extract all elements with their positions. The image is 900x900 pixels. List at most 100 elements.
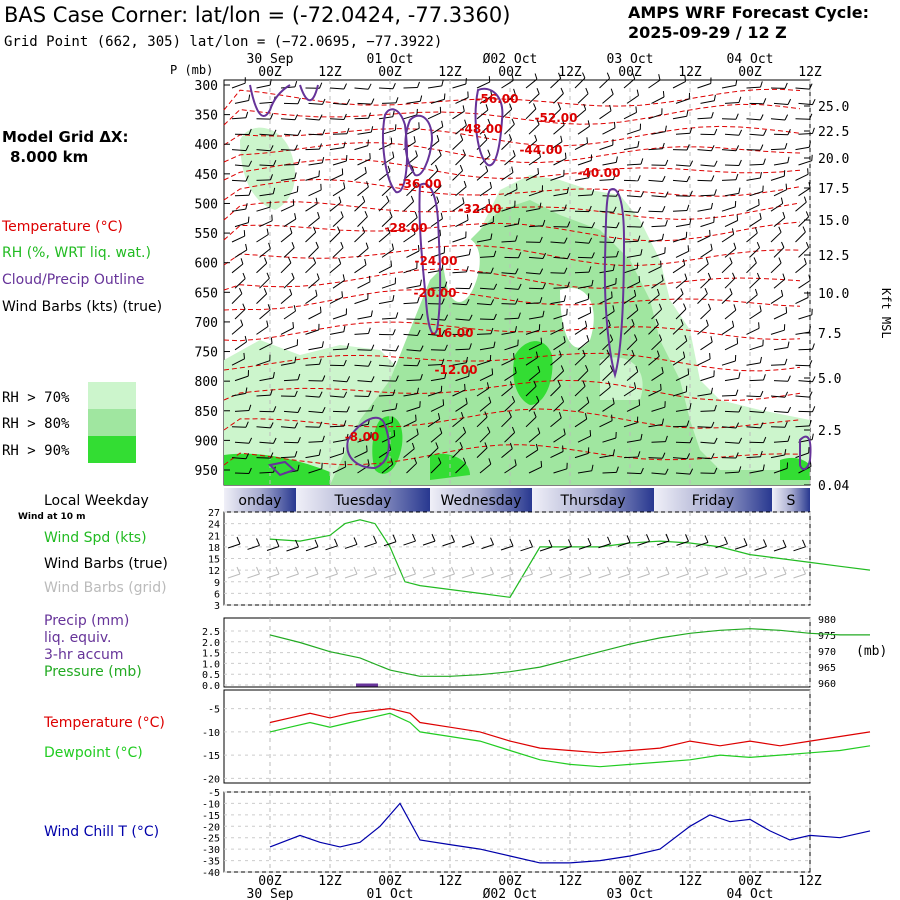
wind-barb (357, 431, 372, 443)
wind-barb-staff (406, 127, 420, 135)
wind-barb-flag (318, 449, 321, 456)
wind-barb-staff (427, 170, 439, 181)
wind-barb-staff (602, 161, 617, 166)
wind-barb-staff (749, 310, 762, 320)
wind-barb-staff (452, 333, 467, 336)
wind-barb (227, 543, 241, 549)
legend-wind: Wind Barbs (kts) (true) (2, 299, 162, 315)
wind-barb (574, 205, 592, 213)
wind-barb-staff (280, 232, 293, 243)
bottom-date-label: 01 Oct (367, 887, 414, 900)
wind-barb-staff (672, 81, 686, 89)
kft-tick-label: 20.0 (818, 152, 849, 167)
wind-barb-flag (247, 216, 250, 223)
wind-barb-staff (773, 189, 787, 197)
panel-right-tick: 970 (818, 647, 836, 658)
wind-barb-flag (808, 326, 811, 333)
wind-barb-flag (367, 139, 369, 146)
wind-barb-staff (430, 286, 446, 289)
kft-tick-label: 0.04 (818, 479, 849, 494)
temperature-label: -24.00 (415, 254, 458, 268)
wind-barb (329, 447, 345, 459)
wind-barb (280, 322, 294, 335)
wind-barb (479, 149, 491, 166)
bottom-date-label: 03 Oct (607, 887, 654, 900)
wind-barb-flag (319, 358, 322, 365)
wind-barb (283, 373, 301, 382)
wind-barb-staff (231, 324, 244, 335)
wind-barb (656, 540, 670, 546)
wind-barb (795, 226, 806, 243)
wind-barb-staff (648, 457, 663, 459)
wind-barb-flag (758, 199, 760, 206)
panel-tick-label: 0.0 (202, 681, 220, 692)
wind-barb (697, 229, 711, 243)
p-tick-label: 600 (195, 257, 218, 272)
wind-barb (479, 313, 497, 320)
wind-barb-staff (623, 78, 636, 89)
wind-barb (430, 399, 445, 412)
rh-label-80: RH > 80% (2, 416, 70, 432)
wind-barb (651, 220, 668, 228)
wind-barb-staff (675, 408, 690, 412)
wind-barb (403, 360, 421, 367)
wind-barb (427, 134, 440, 150)
wind-barb-staff (773, 347, 788, 351)
wind-barb-flag (807, 291, 809, 298)
wind-barb-staff (231, 392, 246, 397)
wind-barb (329, 291, 343, 305)
wind-barb (256, 145, 274, 152)
wind-barb-flag (466, 266, 469, 273)
wind-barb-staff (574, 177, 589, 181)
wind-barb-staff (378, 364, 394, 367)
wind-barb-staff (231, 117, 247, 120)
wind-barb-flag (248, 467, 252, 474)
wind-barb-flag (368, 327, 371, 334)
wind-barb (770, 358, 788, 366)
bottom-time-label: 12Z (678, 874, 702, 889)
p-axis-label: P (mb) (170, 63, 213, 77)
wind-barb (452, 412, 464, 428)
wind-barb (578, 544, 592, 550)
wind-barb (617, 541, 631, 547)
wind-barb-flag (416, 108, 418, 115)
wind-barb-staff (648, 266, 662, 274)
wind-barb-flag (582, 349, 586, 356)
kft-tick-label: 15.0 (818, 214, 849, 229)
wind-barb-flag (511, 396, 516, 402)
wind-barb (672, 288, 684, 304)
wind-barb-flag (266, 228, 269, 235)
wind-barb (599, 449, 615, 459)
wind-barb-flag (485, 104, 489, 111)
wind-barb (479, 118, 491, 135)
wind-barb-staff (773, 312, 787, 320)
wind-barb-flag (245, 203, 248, 210)
wind-barb (283, 437, 301, 444)
wind-barb-staff (675, 195, 691, 197)
wind-barb-flag (564, 204, 567, 211)
wind-barb-flag (322, 406, 326, 413)
wind-barb (795, 326, 811, 335)
wind-barb-flag (665, 435, 668, 442)
wind-barb (403, 387, 419, 397)
wind-barb-flag (437, 413, 441, 420)
wind-barb-flag (411, 442, 415, 449)
wind-barb (770, 143, 788, 151)
wind-barb-flag (763, 98, 767, 104)
wind-barb-flag (753, 257, 757, 264)
wind-barb-staff (700, 308, 711, 320)
wind-barb (623, 349, 635, 366)
wind-barb (525, 268, 544, 275)
temperature-labels: -56.00-52.00-48.00-44.00-40.00-36.00-32.… (345, 92, 621, 444)
wind-barb-staff (378, 87, 394, 90)
wind-barb-flag (536, 118, 540, 125)
wind-barb-flag (466, 214, 469, 221)
wind-barb-staff (746, 177, 761, 181)
wind-barb (574, 413, 588, 428)
wind-barb-flag (638, 276, 641, 283)
wind-barb-flag (371, 344, 375, 351)
wind-barb-flag (733, 242, 737, 249)
wind-barb (283, 158, 301, 166)
wind-barb (648, 260, 662, 274)
wind-barb (403, 329, 421, 336)
